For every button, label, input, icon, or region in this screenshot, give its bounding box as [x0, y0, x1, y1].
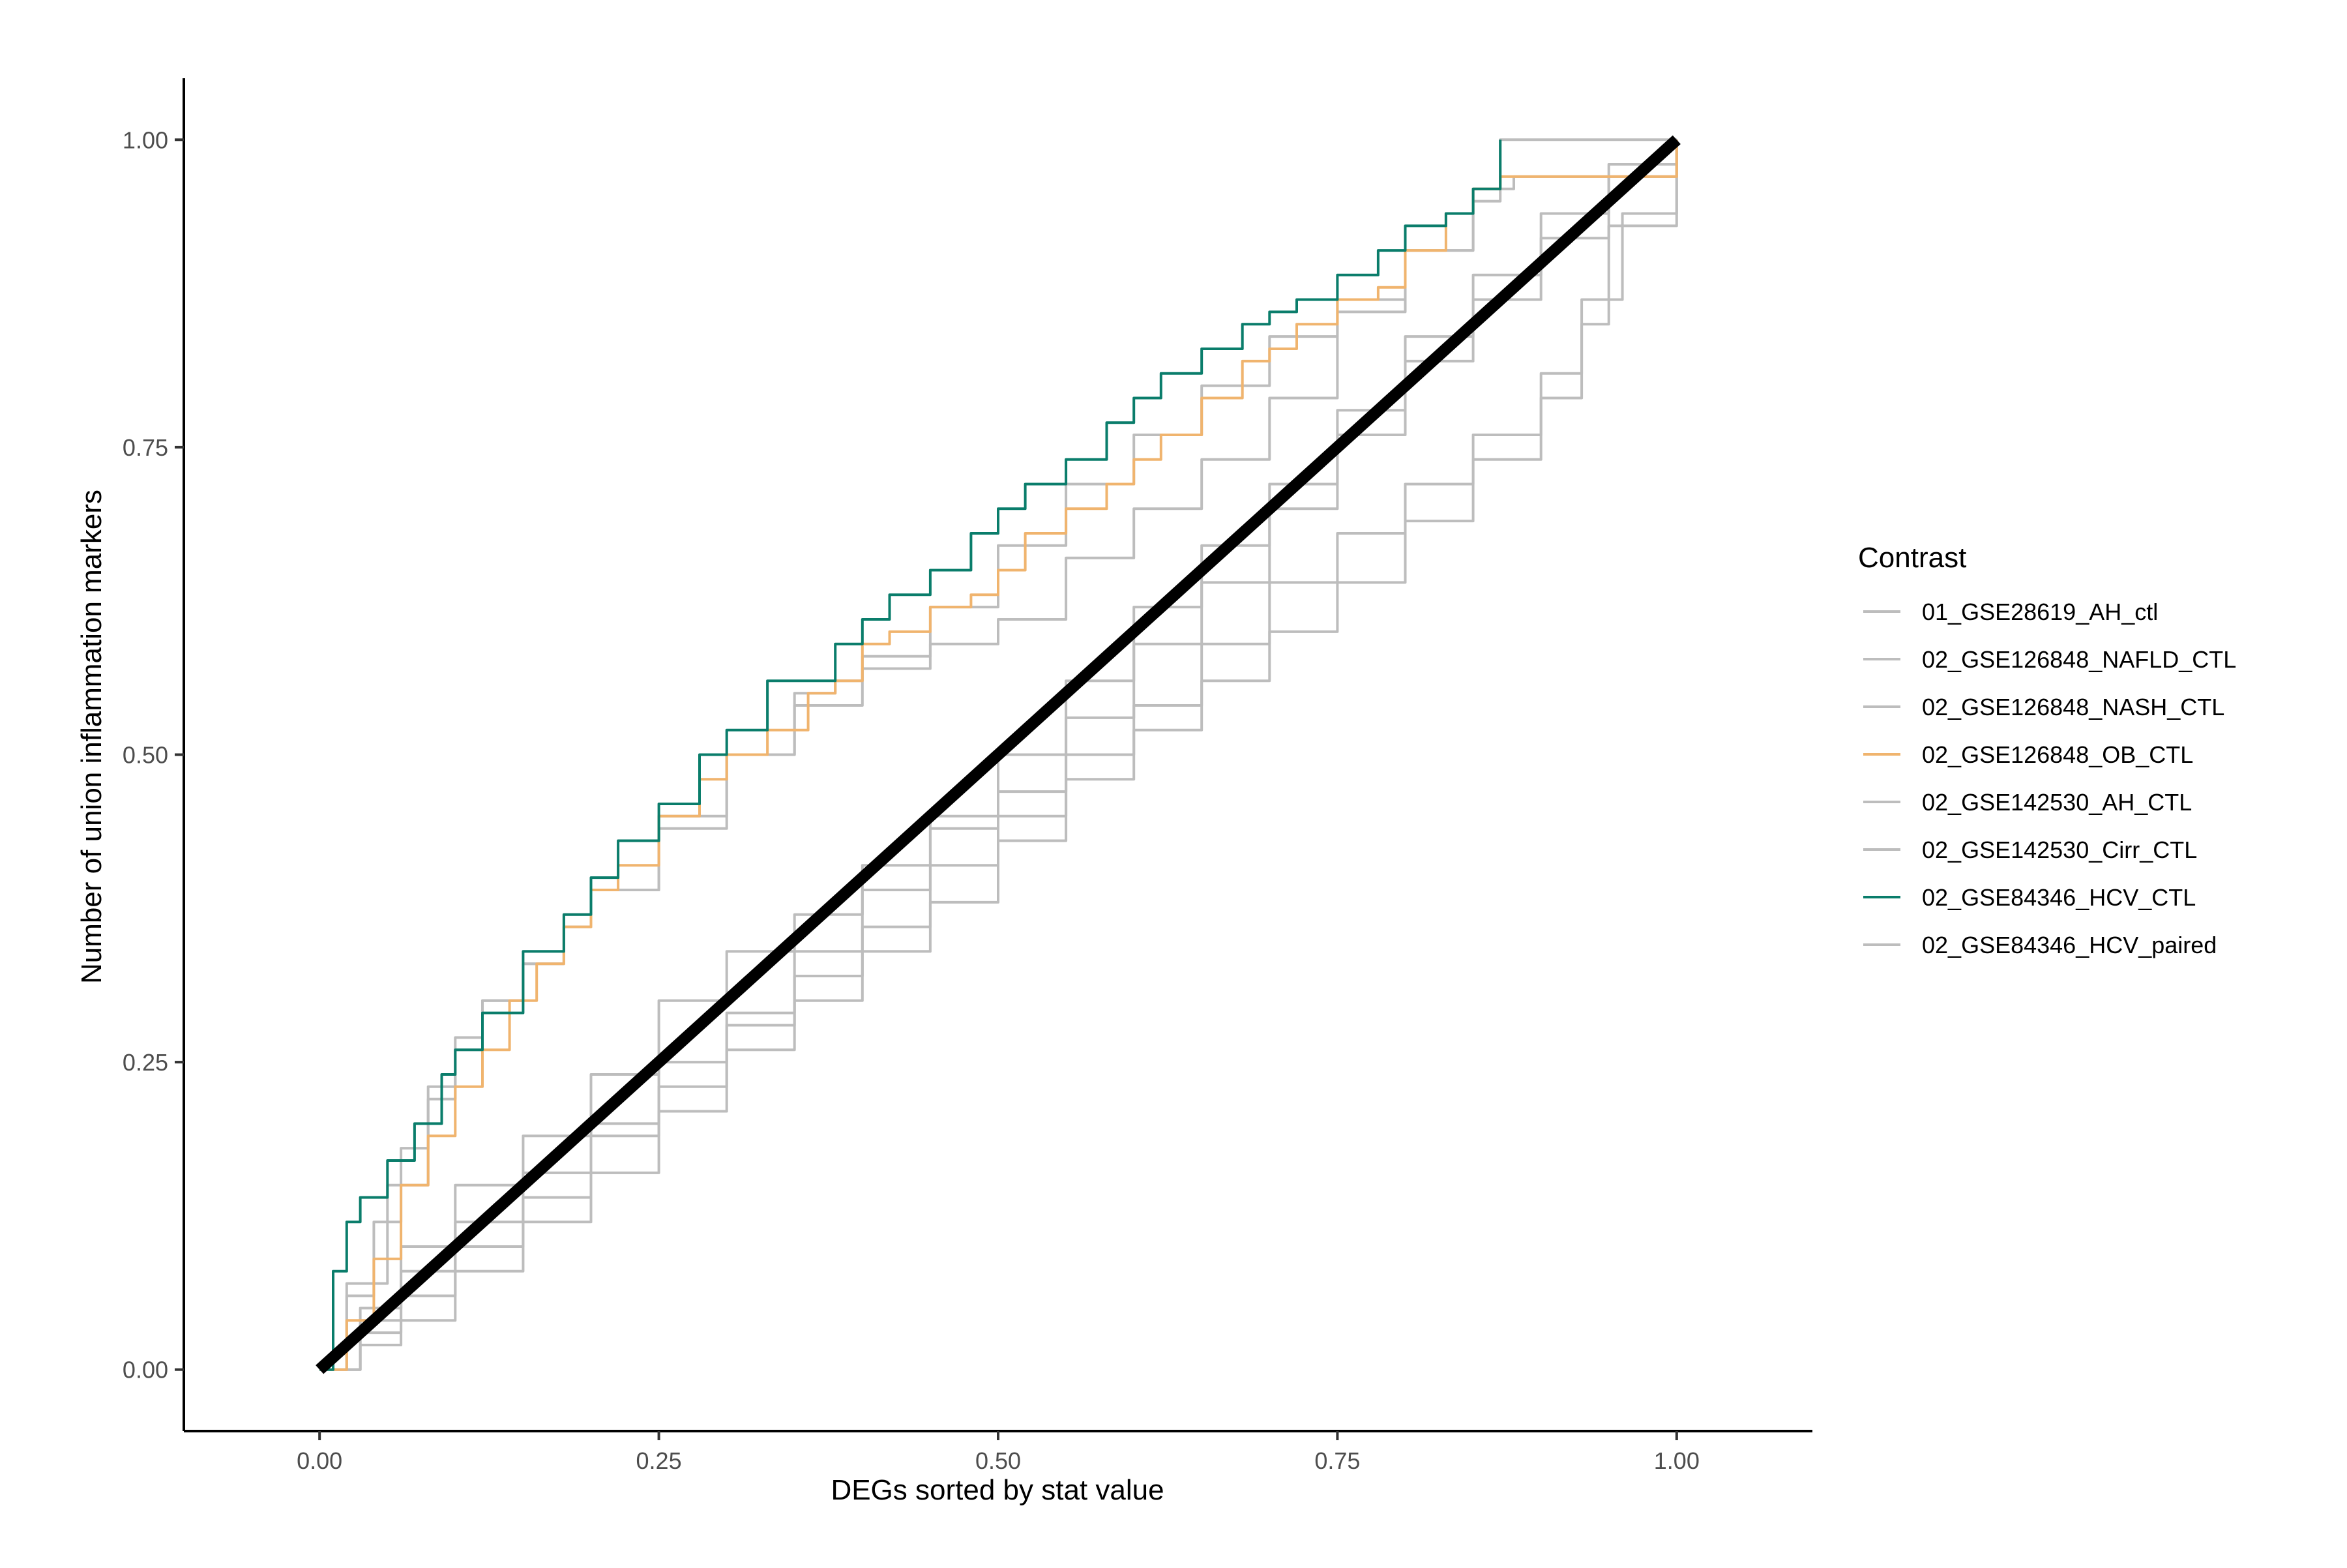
y-tick-label: 0.00: [123, 1357, 168, 1383]
reference-diagonal-line: [316, 135, 1681, 1374]
legend-title: Contrast: [1858, 542, 1966, 574]
x-tick-label: 0.25: [636, 1447, 682, 1474]
x-tick-label: 0.00: [297, 1447, 342, 1474]
legend: Contrast 01_GSE28619_AH_ctl 02_GSE126848_…: [1858, 542, 2236, 958]
legend-label: 02_GSE84346_HCV_CTL: [1922, 884, 2196, 911]
y-tick-label: 1.00: [123, 126, 168, 153]
y-axis-title: Number of union inflammation markers: [76, 490, 108, 984]
series-line-6: [319, 140, 1502, 1371]
legend-label: 01_GSE28619_AH_ctl: [1922, 599, 2158, 625]
y-tick-label: 0.25: [123, 1049, 168, 1076]
x-tick-label: 1.00: [1654, 1447, 1700, 1474]
series-line-3: [319, 140, 1678, 1371]
x-tick-label: 0.50: [975, 1447, 1021, 1474]
legend-label: 02_GSE126848_NASH_CTL: [1922, 694, 2224, 720]
y-tick-label: 0.75: [123, 434, 168, 461]
legend-label: 02_GSE84346_HCV_paired: [1922, 932, 2217, 958]
legend-label: 02_GSE126848_OB_CTL: [1922, 741, 2193, 768]
legend-label: 02_GSE142530_Cirr_CTL: [1922, 836, 2197, 863]
x-axis-title: DEGs sorted by stat value: [831, 1474, 1164, 1506]
series-line-7: [319, 140, 1678, 1371]
x-tick-label: 0.75: [1314, 1447, 1360, 1474]
legend-label: 02_GSE142530_AH_CTL: [1922, 789, 2192, 816]
axes-layer: 0.00 0.25 0.50 0.75 1.00 0.00 0.25 0.50 0.75 1.00: [123, 78, 1812, 1474]
series-layer: [316, 135, 1681, 1374]
legend-label: 02_GSE126848_NAFLD_CTL: [1922, 646, 2236, 673]
y-tick-label: 0.50: [123, 742, 168, 769]
